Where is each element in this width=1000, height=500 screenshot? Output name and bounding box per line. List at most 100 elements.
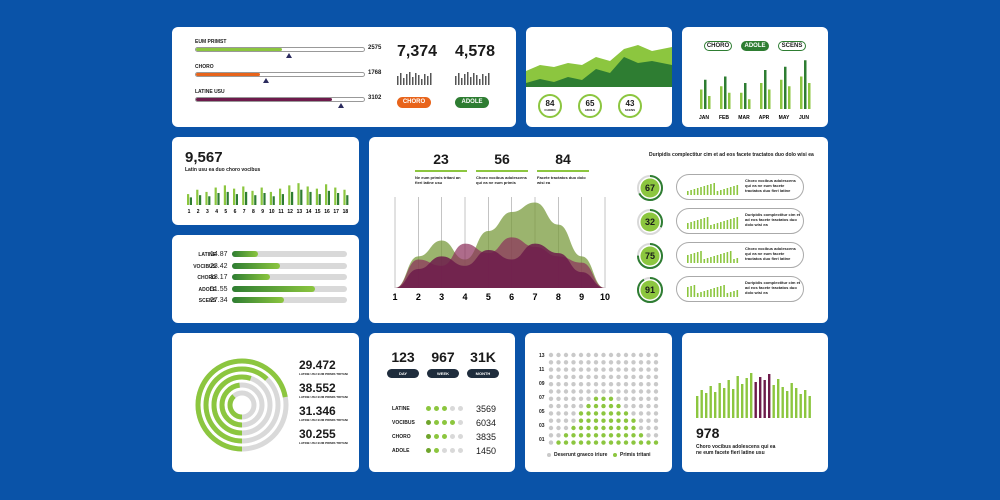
sparkbar <box>458 73 460 85</box>
kpi-tag[interactable]: WEEK <box>427 369 459 378</box>
day-bar <box>279 188 282 205</box>
day-bar <box>334 187 337 205</box>
matrix-dot <box>638 425 644 431</box>
dot <box>458 420 463 425</box>
dot <box>434 448 439 453</box>
matrix-dot <box>563 433 569 438</box>
row-label: ADOLE <box>392 448 410 454</box>
ring-caption: LATINE USU EUM PRIMIS TRITANI <box>299 395 348 399</box>
dense-bar <box>759 377 762 418</box>
monthly-bar-chart: JAN FEB MAR APR MAY JUN <box>699 60 811 121</box>
x-tick: 5 <box>486 292 491 302</box>
kpi-tag[interactable]: DAY <box>387 369 419 378</box>
matrix-dot <box>593 382 599 387</box>
matrix-dot <box>646 389 651 394</box>
row-value: 23.42 <box>210 262 228 270</box>
row-value: 27.34 <box>210 297 228 304</box>
dense-bar <box>768 374 771 418</box>
ring-caption: LATINE USU EUM PRIMIS TRITANI <box>299 418 348 422</box>
day-label: 2 <box>197 209 200 215</box>
month-bar <box>728 92 731 109</box>
day-bar <box>196 189 199 205</box>
matrix-dot <box>638 418 644 423</box>
matrix-dot <box>586 418 591 423</box>
x-tick: 1 <box>392 292 397 302</box>
gauge-card[interactable]: Duripidis complectitur cim et ad eos fac… <box>676 276 804 302</box>
sparkbar <box>476 75 478 85</box>
gauge-card[interactable]: Duripidis complectitur cim et ad eos fac… <box>676 208 804 234</box>
matrix-dot <box>601 382 606 387</box>
dense-bar <box>795 388 798 418</box>
dense-bar-chart <box>696 373 811 418</box>
card-main-dashboard: 23 Ne eum primis tritani an fieri latine … <box>369 137 828 323</box>
filter-pill[interactable]: ADOLE <box>741 41 769 51</box>
kpi-underline <box>476 170 528 172</box>
gauge-ring <box>637 277 663 303</box>
matrix-dot <box>556 396 561 401</box>
gauge-card[interactable]: Choro vocibus adolescens qui ea ne eum f… <box>676 242 804 268</box>
x-tick: 9 <box>579 292 584 302</box>
matrix-dot <box>631 374 636 380</box>
ring-arc <box>219 382 265 428</box>
day-bar <box>272 196 275 205</box>
sparkbar <box>397 76 399 85</box>
stat-pill[interactable]: ADOLE <box>455 97 489 108</box>
matrix-dot <box>601 403 606 409</box>
matrix-dot <box>638 403 644 409</box>
filter-pill[interactable]: CHORO <box>704 41 732 51</box>
dot <box>450 406 455 411</box>
matrix-dot <box>608 360 614 365</box>
dot <box>434 406 439 411</box>
gauge-sparkbars <box>687 217 739 229</box>
bar-fill <box>196 73 260 76</box>
x-tick: 2 <box>416 292 421 302</box>
matrix-dot <box>563 367 569 372</box>
matrix-dot <box>563 403 569 409</box>
dense-bar <box>696 396 699 418</box>
matrix-dot <box>653 389 659 394</box>
month-bar <box>704 79 707 109</box>
filter-pill[interactable]: SCENS <box>778 41 806 51</box>
matrix-dot <box>608 440 614 445</box>
matrix-dot <box>631 418 636 423</box>
day-label: 14 <box>306 209 312 215</box>
stat-value: 4,578 <box>455 43 496 60</box>
day-bar <box>217 193 220 205</box>
dense-bar <box>705 393 708 418</box>
month-bar <box>788 86 791 109</box>
matrix-dot <box>601 418 606 423</box>
mini-sparkbars <box>455 72 490 85</box>
ring-value: 30.255 <box>299 427 336 441</box>
matrix-dot <box>653 433 659 438</box>
day-bar <box>187 194 190 205</box>
dot <box>434 420 439 425</box>
matrix-dot <box>608 389 614 394</box>
matrix-dot <box>601 352 606 358</box>
matrix-dot <box>616 433 621 438</box>
x-tick: 10 <box>600 292 610 302</box>
card-dot-matrix: 13 11 09 07 05 03 01 Deserunt graeco iriure Pri… <box>525 333 672 472</box>
matrix-dot <box>653 352 659 358</box>
matrix-dot <box>578 425 584 431</box>
matrix-dot <box>646 360 651 365</box>
matrix-dot <box>593 389 599 394</box>
stat-pill[interactable]: CHORO <box>397 97 431 108</box>
bar-fill <box>196 48 282 51</box>
matrix-dot <box>653 425 659 431</box>
matrix-dot <box>623 403 629 409</box>
circle-value: 65 <box>585 99 595 108</box>
kpi-tag[interactable]: MONTH <box>467 369 499 378</box>
card-monthly-bars: CHORO ADOLE SCENS JAN FEB MAR APR MAY JUN <box>682 27 828 127</box>
x-tick: 7 <box>532 292 537 302</box>
matrix-dot <box>548 352 554 358</box>
ring-value: 31.346 <box>299 404 336 418</box>
matrix-dot <box>623 352 629 358</box>
day-bar <box>327 190 330 205</box>
gauge-card[interactable]: Choro vocibus adolescens qui ea ne eum f… <box>676 174 804 200</box>
matrix-dot <box>616 411 621 416</box>
matrix-dot <box>586 425 591 431</box>
matrix-dot <box>623 440 629 445</box>
month-bar <box>740 92 743 109</box>
matrix-dot <box>608 367 614 372</box>
row-label: SCENS <box>198 298 216 304</box>
